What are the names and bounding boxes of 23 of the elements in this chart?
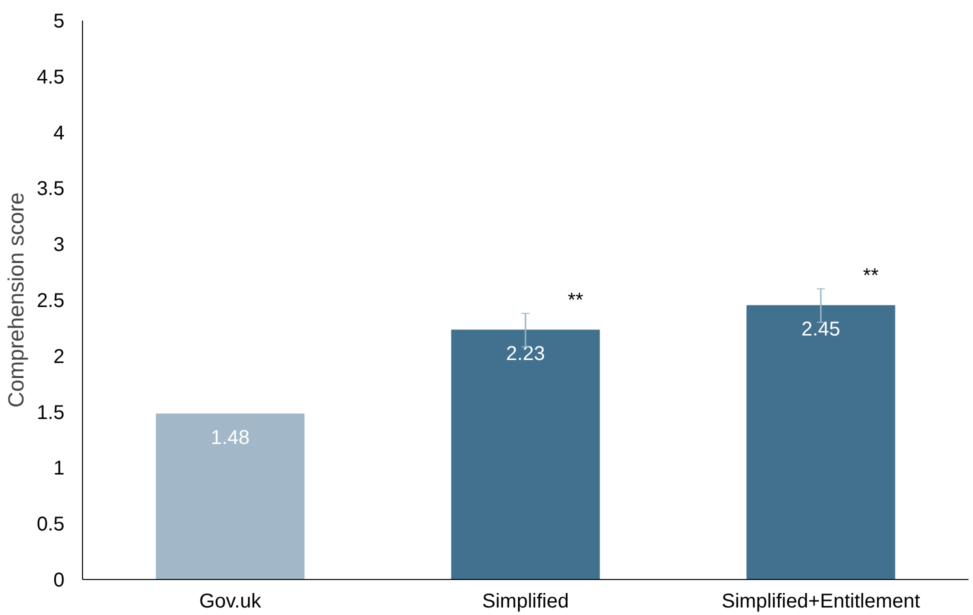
y-tick-label: 1.5: [36, 402, 65, 424]
y-axis-title: Comprehension score: [4, 192, 29, 408]
y-tick-label: 2.5: [36, 290, 65, 312]
y-tick-label: 4: [53, 122, 64, 144]
y-tick-label: 3: [53, 234, 64, 256]
x-tick-label: Simplified: [482, 590, 569, 612]
y-tick-label: 2: [53, 346, 64, 368]
y-tick-label: 0.5: [36, 514, 65, 536]
bar: [451, 330, 600, 580]
x-tick-label: Simplified+Entitlement: [722, 590, 920, 612]
bar: [156, 414, 304, 580]
y-tick-label: 5: [53, 10, 64, 32]
y-tick-label: 0: [53, 570, 64, 592]
data-label: 2.45: [801, 318, 840, 341]
data-label: 2.23: [506, 343, 545, 366]
y-tick-label: 1: [53, 458, 64, 480]
y-tick-label: 3.5: [36, 178, 65, 200]
data-label: 1.48: [210, 427, 250, 450]
bar: [746, 305, 896, 580]
annotation: **: [568, 289, 584, 312]
y-tick-label: 4.5: [36, 66, 65, 88]
annotation: **: [863, 264, 879, 287]
x-tick-label: Gov.uk: [199, 590, 262, 612]
